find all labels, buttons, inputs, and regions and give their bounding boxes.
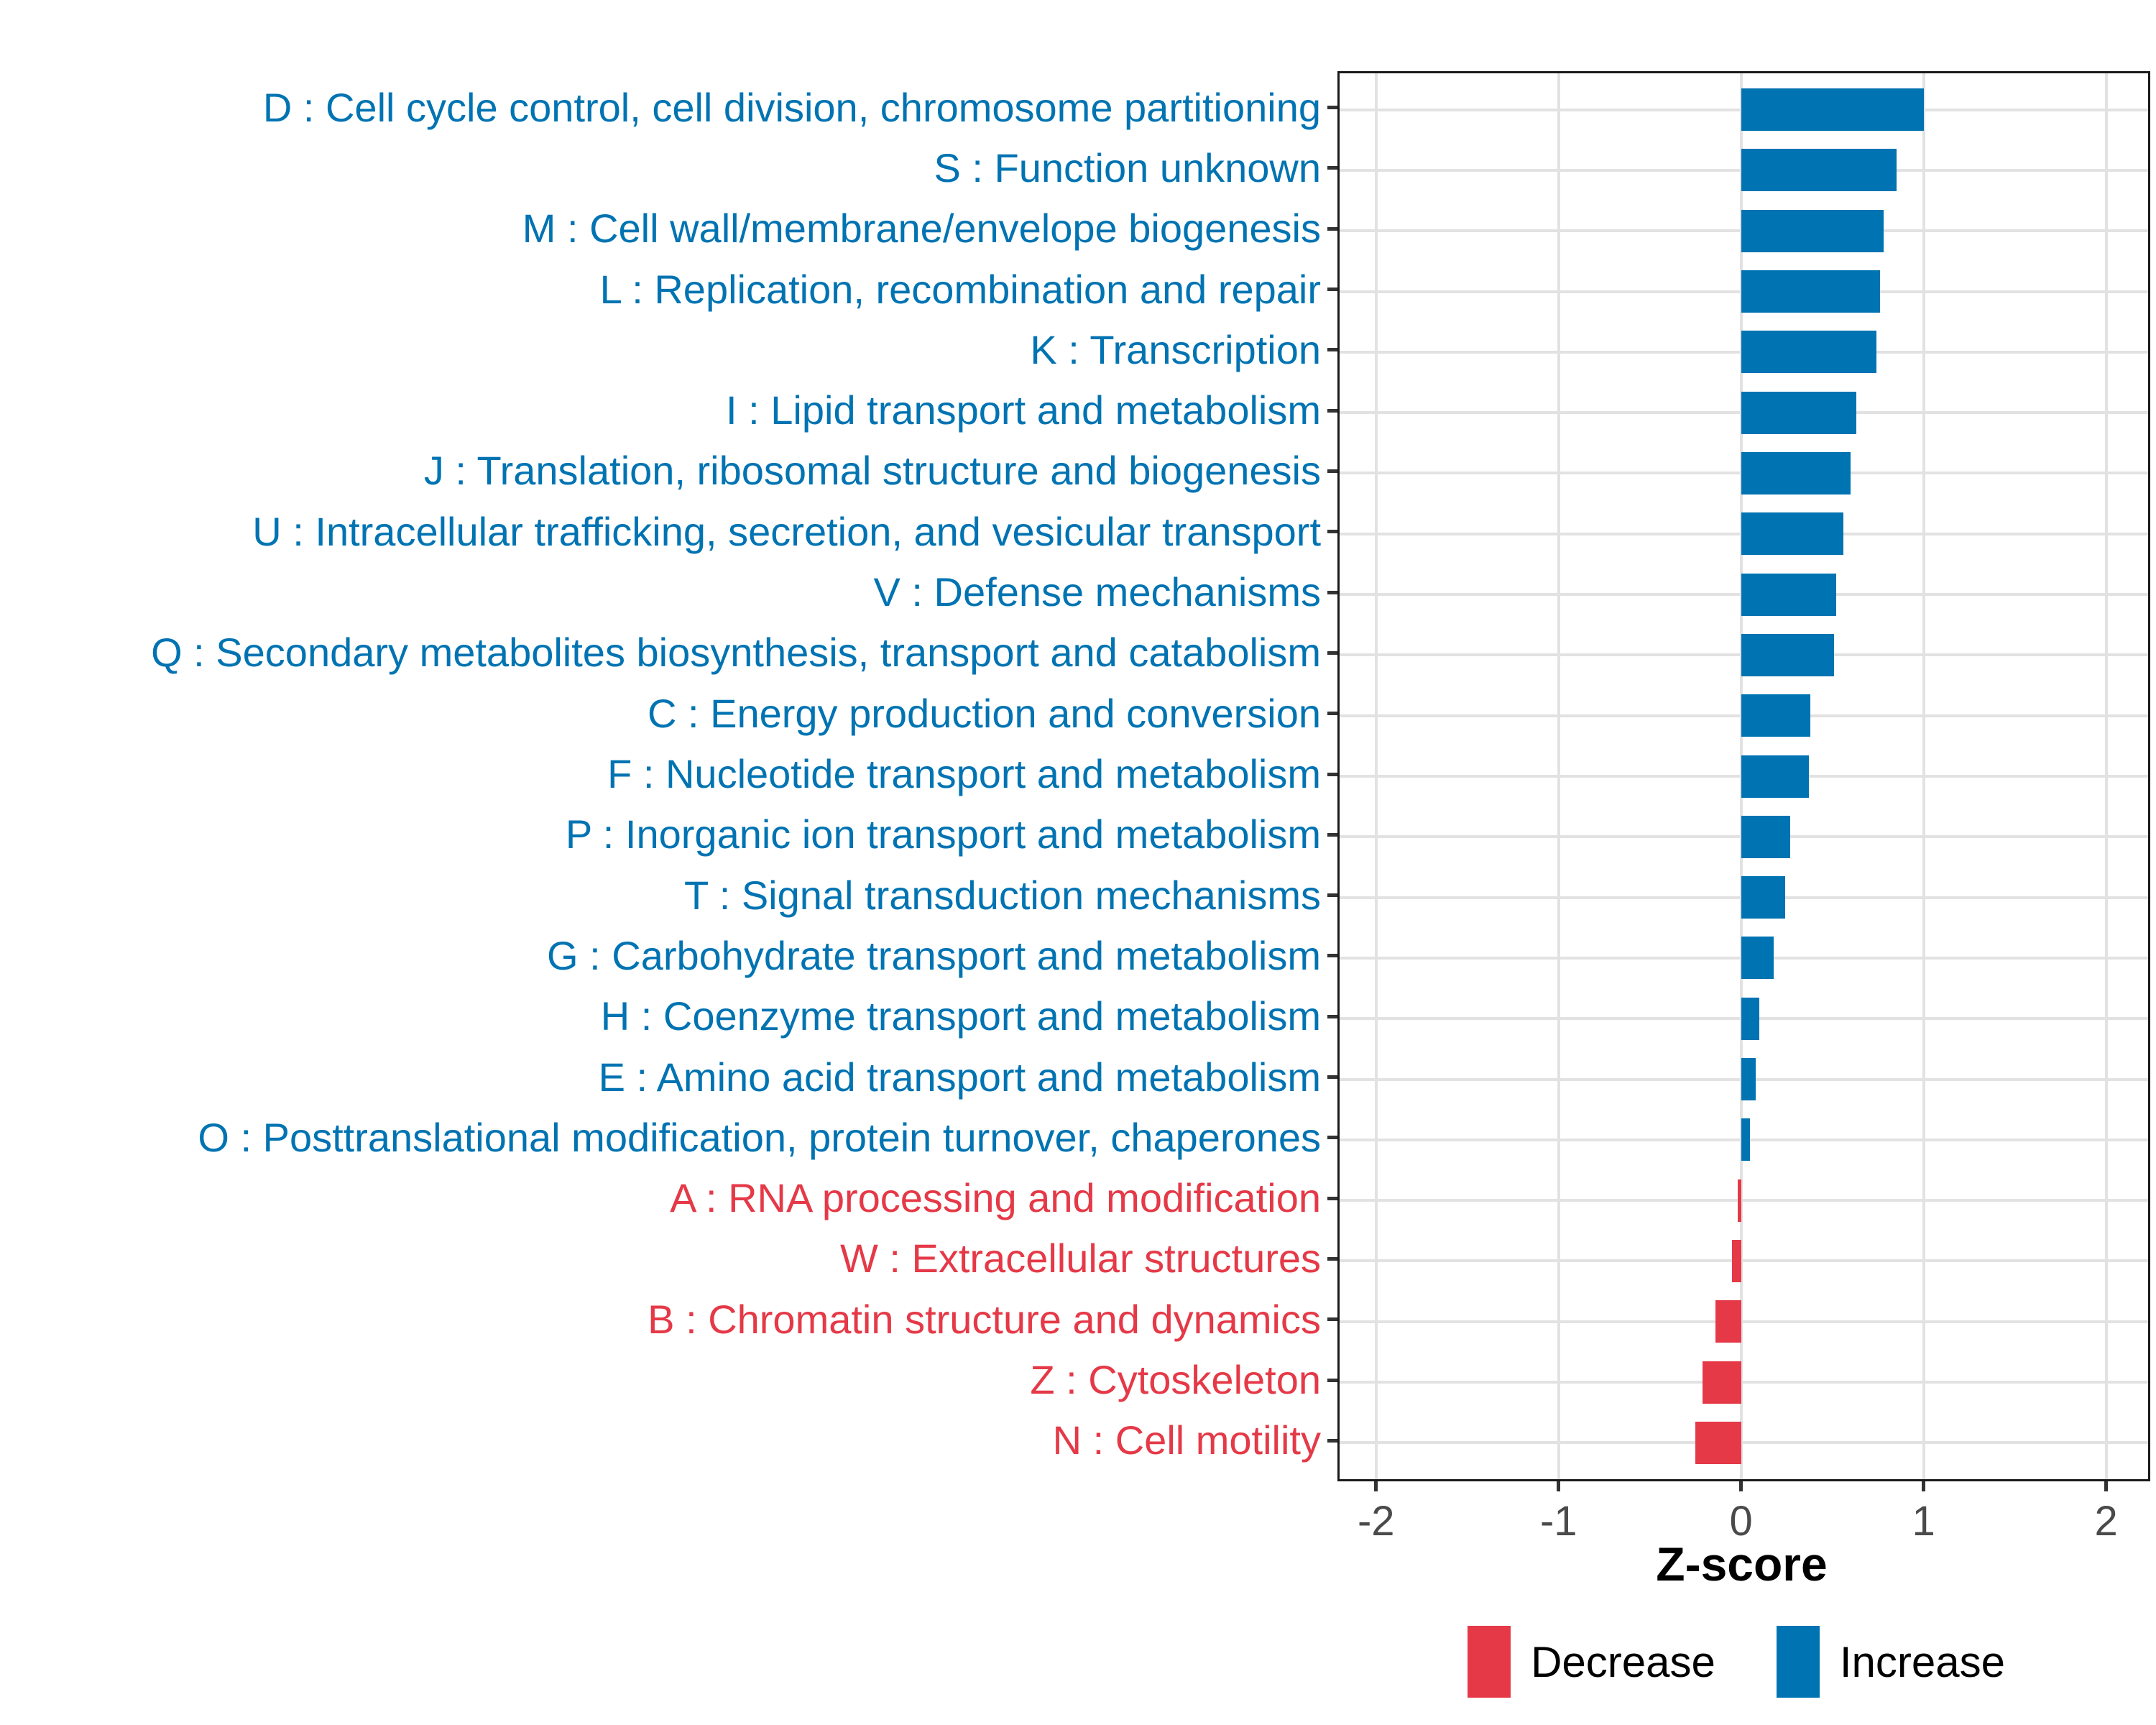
y-axis-label: A : RNA processing and modification: [670, 1175, 1321, 1221]
bar-U: [1741, 512, 1843, 556]
y-gridline: [1340, 1441, 2148, 1445]
bar-H: [1741, 997, 1760, 1040]
y-axis-label: Q : Secondary metabolites biosynthesis, …: [151, 630, 1321, 676]
y-gridline: [1340, 1199, 2148, 1202]
legend-item-increase: Increase: [1776, 1626, 2005, 1698]
bar-C: [1741, 694, 1811, 737]
y-axis-label: D : Cell cycle control, cell division, c…: [262, 84, 1321, 130]
y-axis-label: M : Cell wall/membrane/envelope biogenes…: [522, 206, 1321, 252]
bar-W: [1731, 1239, 1741, 1282]
bar-A: [1737, 1179, 1741, 1222]
x-tick-label: 2: [2094, 1498, 2118, 1545]
y-tick: [1327, 1075, 1337, 1080]
y-tick: [1327, 469, 1337, 473]
bar-V: [1741, 573, 1836, 616]
y-axis-label: S : Function unknown: [934, 144, 1321, 190]
y-tick: [1327, 954, 1337, 958]
plot-panel: [1337, 71, 2150, 1481]
y-tick: [1327, 832, 1337, 837]
bar-S: [1741, 149, 1897, 192]
y-axis-label: K : Transcription: [1030, 326, 1321, 372]
y-tick: [1327, 1256, 1337, 1261]
y-tick: [1327, 348, 1337, 352]
x-tick-label: 1: [1912, 1498, 1935, 1545]
legend-swatch-decrease: [1468, 1626, 1511, 1698]
y-axis-label: Z : Cytoskeleton: [1030, 1357, 1321, 1403]
y-tick: [1327, 1136, 1337, 1140]
y-gridline: [1340, 1381, 2148, 1384]
y-gridline: [1340, 1320, 2148, 1323]
y-axis-label: J : Translation, ribosomal structure and…: [423, 448, 1321, 494]
y-axis-label: U : Intracellular trafficking, secretion…: [252, 508, 1321, 554]
y-axis-label: G : Carbohydrate transport and metabolis…: [547, 932, 1321, 978]
y-tick: [1327, 1438, 1337, 1443]
bar-T: [1741, 876, 1785, 919]
x-tick: [1739, 1481, 1743, 1491]
y-tick: [1327, 590, 1337, 594]
bar-Q: [1741, 633, 1835, 676]
y-tick: [1327, 106, 1337, 110]
legend-swatch-increase: [1776, 1626, 1820, 1698]
bar-F: [1741, 755, 1809, 798]
bar-D: [1741, 88, 1924, 132]
x-axis-title: Z-score: [1656, 1537, 1828, 1591]
bar-E: [1741, 1058, 1756, 1101]
y-tick: [1327, 1317, 1337, 1322]
y-tick: [1327, 650, 1337, 655]
bar-I: [1741, 391, 1856, 434]
y-tick: [1327, 530, 1337, 534]
y-tick: [1327, 408, 1337, 413]
x-tick-label: 0: [1729, 1498, 1753, 1545]
bar-Z: [1703, 1361, 1741, 1404]
y-axis-label: C : Energy production and conversion: [648, 690, 1321, 736]
y-axis-label: B : Chromatin structure and dynamics: [648, 1296, 1321, 1342]
bar-M: [1741, 209, 1884, 252]
legend-label: Decrease: [1531, 1637, 1715, 1686]
y-tick: [1327, 1378, 1337, 1382]
y-axis-label: T : Signal transduction mechanisms: [683, 872, 1321, 918]
legend-item-decrease: Decrease: [1468, 1626, 1715, 1698]
y-tick: [1327, 288, 1337, 292]
bar-O: [1741, 1118, 1751, 1162]
y-axis-label: E : Amino acid transport and metabolism: [598, 1054, 1321, 1100]
y-axis-label: H : Coenzyme transport and metabolism: [600, 993, 1321, 1039]
y-axis-label: L : Replication, recombination and repai…: [599, 266, 1321, 312]
y-gridline: [1340, 1259, 2148, 1263]
y-axis-label: V : Defense mechanisms: [873, 569, 1321, 615]
y-tick: [1327, 1196, 1337, 1200]
bar-B: [1715, 1300, 1741, 1343]
x-tick: [1922, 1481, 1926, 1491]
bar-L: [1741, 270, 1880, 313]
bar-K: [1741, 331, 1876, 374]
y-axis-label: O : Posttranslational modification, prot…: [198, 1114, 1321, 1160]
x-tick-label: -1: [1539, 1498, 1577, 1545]
legend: Decrease Increase: [1468, 1626, 2005, 1698]
x-tick: [1557, 1481, 1561, 1491]
y-axis-label: F : Nucleotide transport and metabolism: [607, 751, 1321, 796]
y-tick: [1327, 712, 1337, 716]
y-axis-label: W : Extracellular structures: [839, 1236, 1321, 1282]
x-tick-label: -2: [1357, 1498, 1395, 1545]
y-axis-label: I : Lipid transport and metabolism: [726, 387, 1321, 433]
y-tick: [1327, 772, 1337, 776]
bar-N: [1695, 1421, 1741, 1464]
legend-label: Increase: [1839, 1637, 2005, 1686]
y-tick: [1327, 1014, 1337, 1018]
y-tick: [1327, 166, 1337, 170]
y-axis-label: P : Inorganic ion transport and metaboli…: [565, 811, 1321, 857]
y-tick: [1327, 226, 1337, 231]
bar-J: [1741, 451, 1851, 494]
y-axis-label: N : Cell motility: [1052, 1417, 1321, 1463]
x-tick: [2104, 1481, 2109, 1491]
bar-P: [1741, 815, 1791, 858]
bar-G: [1741, 937, 1774, 980]
x-tick: [1374, 1481, 1378, 1491]
y-tick: [1327, 893, 1337, 898]
